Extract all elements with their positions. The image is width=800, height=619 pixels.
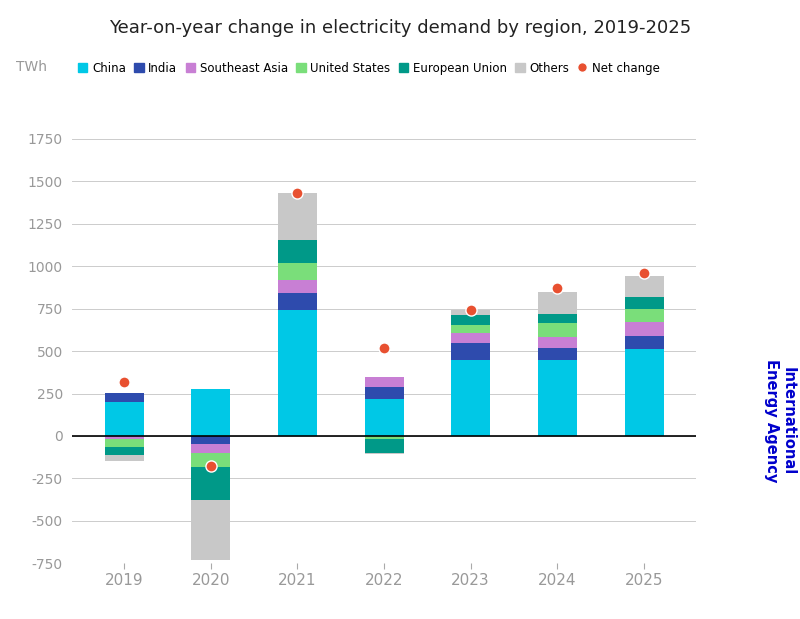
Bar [538,314,577,323]
Bar [625,309,663,322]
Bar [365,376,403,387]
Bar [278,193,317,240]
Bar [451,314,490,325]
Bar [625,335,663,349]
Bar [191,436,230,444]
Bar [105,439,143,447]
Bar [191,453,230,467]
Bar [105,392,143,402]
Bar [105,402,143,436]
Bar [365,439,403,453]
Bar [191,501,230,560]
Bar [538,348,577,360]
Bar [278,280,317,293]
Bar [451,342,490,360]
Bar [278,240,317,263]
Bar [538,293,577,314]
Bar [191,444,230,453]
Bar [105,436,143,439]
Bar [365,453,403,454]
Bar [625,322,663,335]
Bar [278,293,317,310]
Bar [365,436,403,439]
Bar [538,323,577,337]
Bar [105,456,143,461]
Bar [538,337,577,348]
Bar [191,389,230,436]
Bar [451,333,490,342]
Legend: China, India, Southeast Asia, United States, European Union, Others, Net change: China, India, Southeast Asia, United Sta… [78,62,659,75]
Bar [625,349,663,436]
Text: TWh: TWh [16,59,47,74]
Text: International
Energy Agency: International Energy Agency [763,360,796,483]
Bar [278,310,317,436]
Bar [451,310,490,314]
Bar [625,275,663,297]
Bar [365,399,403,436]
Bar [191,467,230,501]
Bar [625,297,663,309]
Bar [451,360,490,436]
Bar [365,387,403,399]
Bar [451,325,490,333]
Text: Year-on-year change in electricity demand by region, 2019-2025: Year-on-year change in electricity deman… [109,19,691,37]
Bar [538,360,577,436]
Bar [278,263,317,280]
Bar [105,447,143,456]
